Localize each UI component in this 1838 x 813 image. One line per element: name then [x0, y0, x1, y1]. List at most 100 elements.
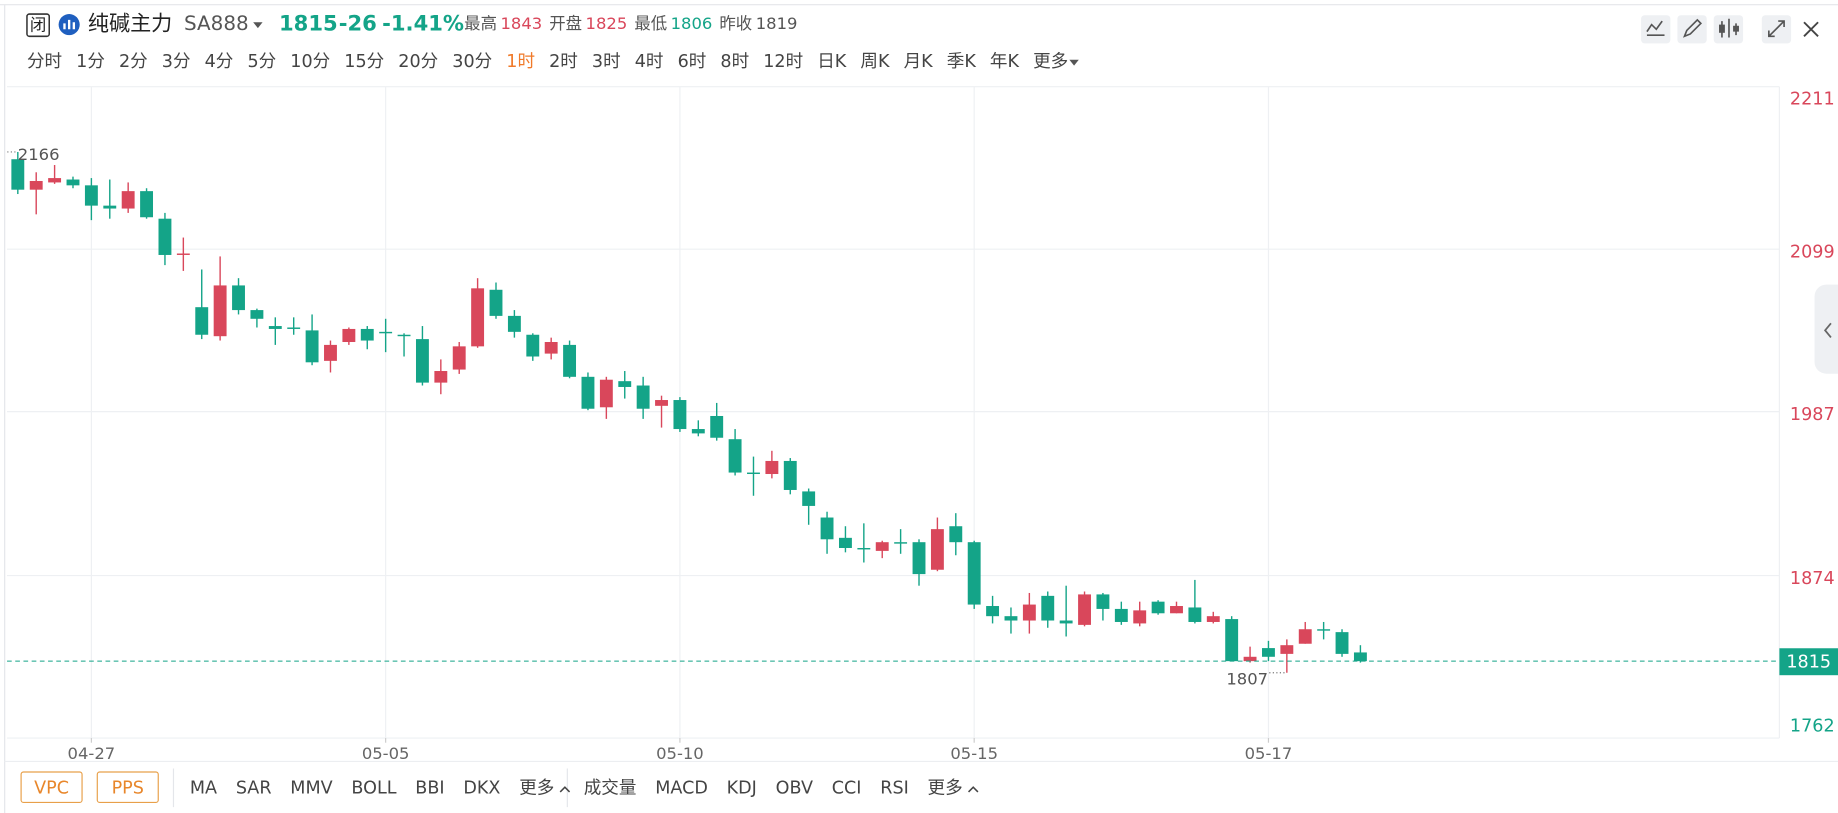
side-tab-icon	[1823, 322, 1832, 338]
x-tick-label: 04-27	[68, 744, 116, 763]
timeframe[interactable]: 15分	[344, 52, 384, 72]
timeframe[interactable]: 分时	[27, 52, 62, 72]
candle-body	[158, 218, 172, 255]
price-tag	[1779, 648, 1838, 676]
candle-body	[526, 334, 540, 357]
candle-body	[765, 460, 779, 475]
overlay-label: PPS	[112, 778, 144, 798]
candle-body	[379, 331, 393, 334]
candle-body	[802, 491, 816, 506]
badge: 闭	[30, 15, 46, 34]
stat-label: 昨收	[719, 14, 752, 33]
indicator[interactable]: OBV	[776, 778, 813, 798]
badge-box	[26, 13, 50, 38]
timeframe[interactable]: 3时	[592, 52, 621, 72]
timeframe[interactable]: 年K	[990, 52, 1020, 72]
timeframe[interactable]: 2时	[549, 52, 578, 72]
candle-body	[1059, 620, 1073, 624]
max-label: 2166	[18, 145, 60, 164]
candle-body	[452, 346, 466, 370]
stat-value: 1819	[756, 14, 798, 33]
timeframe[interactable]: 1分	[76, 52, 105, 72]
overlay-button[interactable]	[96, 771, 159, 804]
candle-body	[507, 315, 521, 332]
contract-name[interactable]: 纯碱主力	[88, 11, 172, 36]
candle-body	[949, 526, 963, 543]
indicator[interactable]: BBI	[415, 778, 444, 798]
candle-body	[912, 542, 926, 575]
indicator[interactable]: MA	[190, 778, 217, 798]
candle-body	[324, 344, 337, 361]
timeframe[interactable]: 10分	[290, 52, 330, 72]
timeframe[interactable]: 4分	[205, 52, 234, 72]
timeframe[interactable]: 月K	[904, 52, 934, 72]
candle-body	[1188, 607, 1202, 622]
candle-body	[1151, 601, 1165, 614]
candle-body	[1225, 619, 1239, 662]
dropdown-arrow[interactable]	[1069, 59, 1079, 66]
indicator[interactable]: 更多	[928, 778, 963, 798]
indicator[interactable]: DKX	[463, 778, 500, 798]
y-tick-label: 2211	[1790, 90, 1835, 110]
candle-body	[213, 285, 227, 337]
timeframe[interactable]: 2分	[119, 52, 148, 72]
indicator[interactable]: SAR	[236, 778, 272, 798]
tool-button[interactable]	[1677, 15, 1707, 44]
contract-code[interactable]: SA888	[184, 12, 249, 35]
overlay-button[interactable]	[20, 771, 83, 804]
candle-body	[121, 191, 135, 209]
candle-body	[655, 400, 668, 406]
timeframe[interactable]: 5分	[247, 52, 276, 72]
candle-body	[1114, 608, 1128, 622]
candle-body	[1298, 629, 1312, 644]
candle-body	[563, 344, 577, 377]
candle-body	[287, 327, 301, 329]
close-button[interactable]	[1803, 21, 1819, 37]
timeframe[interactable]: 30分	[452, 52, 492, 72]
candle-body	[397, 334, 411, 337]
candle-body	[1353, 652, 1367, 662]
candle-body	[84, 185, 98, 206]
indicator[interactable]: 成交量	[584, 778, 637, 798]
timeframe[interactable]: 8时	[720, 52, 749, 72]
candle-body	[103, 205, 117, 209]
candle-body	[489, 289, 503, 316]
expand-arrow[interactable]	[559, 786, 571, 793]
timeframe[interactable]: 日K	[817, 52, 847, 72]
timeframe[interactable]: 4时	[635, 52, 664, 72]
indicator[interactable]: BOLL	[351, 778, 396, 798]
change: -26	[339, 11, 377, 36]
indicator[interactable]: CCI	[832, 778, 862, 798]
timeframe[interactable]: 1时	[506, 52, 535, 72]
candle-body	[581, 376, 595, 409]
candle-body	[268, 326, 282, 329]
candle-body	[618, 381, 632, 387]
indicator[interactable]: MACD	[655, 778, 708, 798]
candle-body	[1041, 595, 1055, 621]
timeframe[interactable]: 12时	[763, 52, 803, 72]
timeframe[interactable]: 季K	[947, 52, 977, 72]
last-price: 1815	[279, 11, 338, 36]
candle-body	[176, 253, 190, 255]
candle-body	[1262, 648, 1275, 657]
indicator[interactable]: 更多	[519, 778, 554, 798]
candle-body	[140, 191, 154, 218]
candle-body	[967, 542, 981, 605]
candle-body	[636, 385, 650, 409]
tool-icon	[1768, 20, 1785, 38]
indicator[interactable]: MMV	[290, 778, 332, 798]
candle-body	[195, 307, 209, 335]
indicator[interactable]: KDJ	[727, 778, 757, 798]
expand-arrow[interactable]	[968, 786, 979, 793]
indicator[interactable]: RSI	[880, 778, 909, 798]
stat-label: 最低	[634, 14, 667, 33]
timeframe[interactable]: 6时	[678, 52, 707, 72]
dropdown-arrow[interactable]	[253, 22, 263, 29]
stat-label: 开盘	[549, 14, 582, 33]
timeframe[interactable]: 20分	[398, 52, 438, 72]
timeframe[interactable]: 更多	[1033, 52, 1068, 72]
timeframe[interactable]: 3分	[162, 52, 191, 72]
timeframe[interactable]: 周K	[860, 52, 890, 72]
candle-body	[250, 310, 264, 319]
candle-body	[11, 159, 25, 190]
